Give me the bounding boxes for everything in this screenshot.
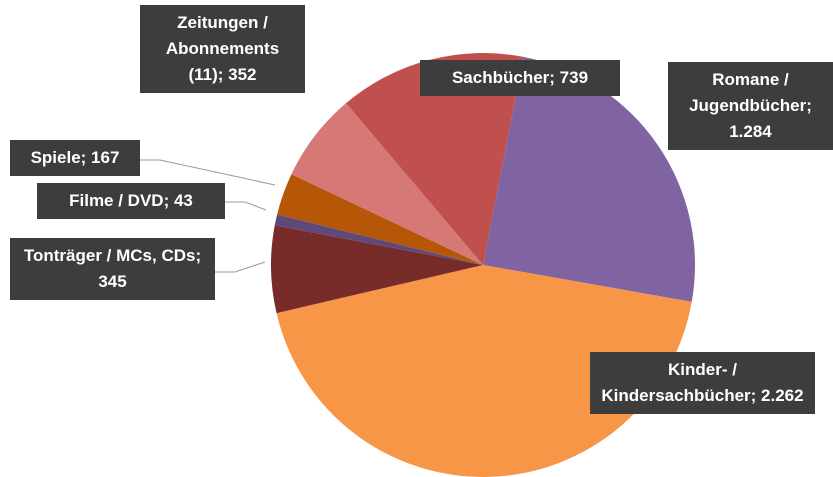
data-label: Sachbücher; 739 — [420, 60, 620, 96]
leader-line — [140, 159, 276, 186]
data-label: Zeitungen / Abonnements (11); 352 — [140, 5, 305, 93]
pie-slice — [291, 103, 483, 265]
data-label: Kinder- / Kindersachbücher; 2.262 — [590, 352, 815, 414]
data-label: Romane / Jugendbücher; 1.284 — [668, 62, 833, 150]
pie-slice — [277, 174, 483, 265]
pie-slice — [346, 53, 524, 266]
leader-line — [225, 201, 267, 211]
data-label: Spiele; 167 — [10, 140, 140, 176]
data-label: Filme / DVD; 43 — [37, 183, 225, 219]
pie-slice — [271, 225, 483, 314]
pie-slice — [483, 56, 695, 302]
data-label: Tonträger / MCs, CDs; 345 — [10, 238, 215, 300]
pie-slice — [274, 214, 483, 265]
leader-line — [215, 261, 266, 273]
pie-slice — [276, 265, 692, 477]
